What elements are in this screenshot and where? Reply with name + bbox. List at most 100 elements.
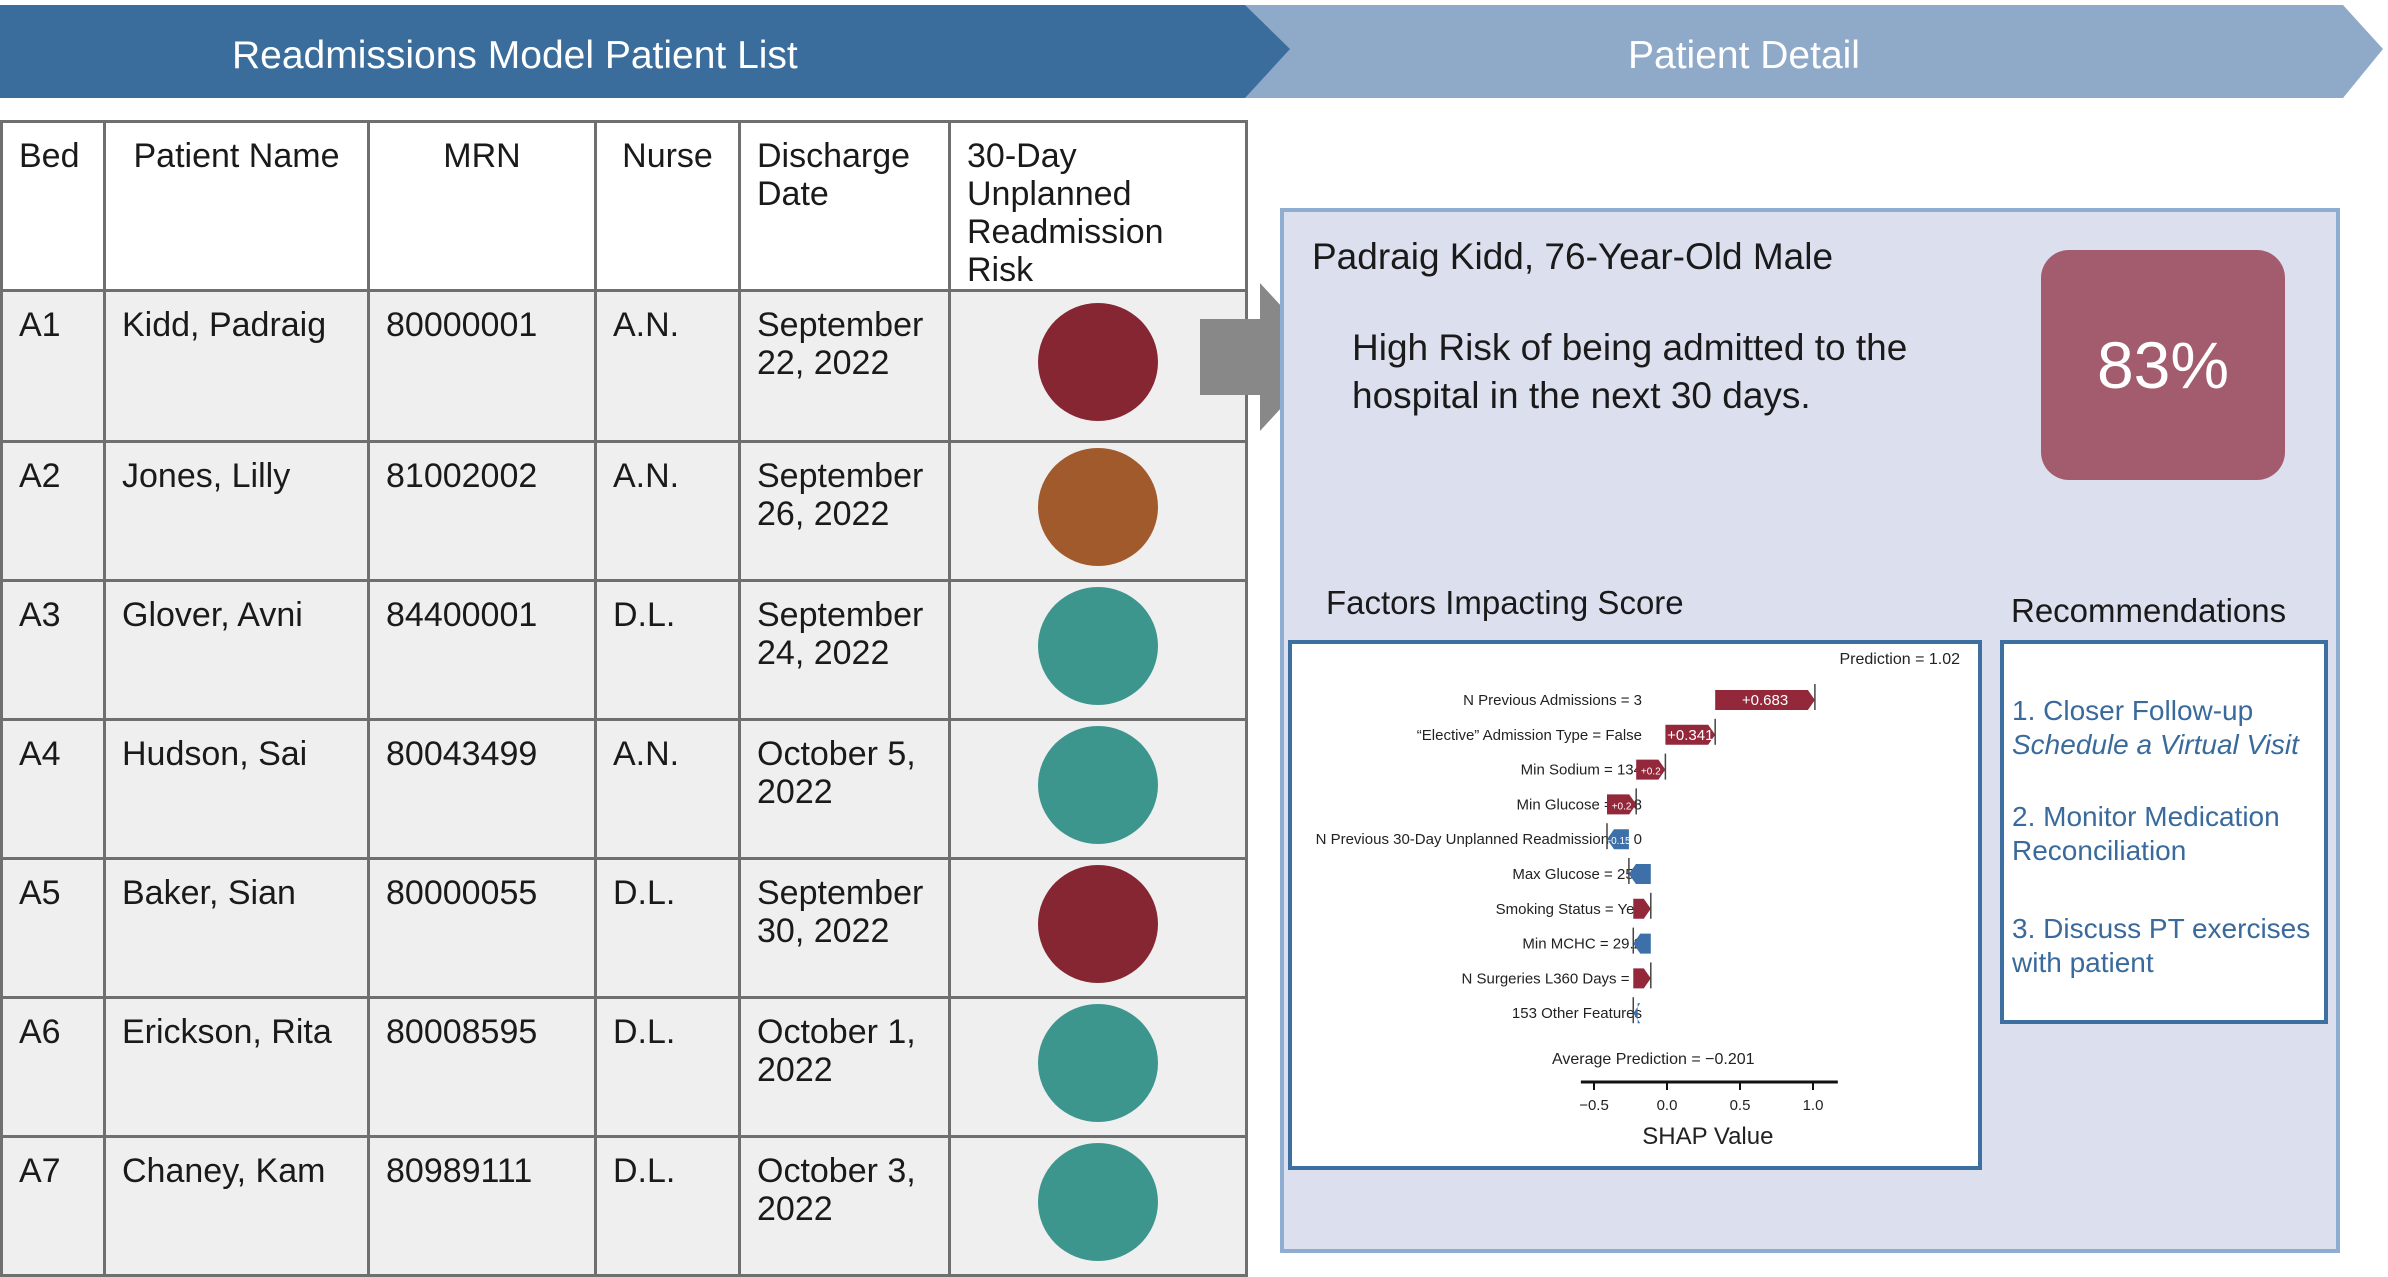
table-row[interactable]: A7 Chaney, Kam 80989111 D.L. October 3, … xyxy=(0,1135,1248,1277)
risk-description: High Risk of being admitted to the hospi… xyxy=(1352,327,1908,416)
feature-label: 153 Other Features xyxy=(1512,1005,1642,1022)
shap-bar-value: +0.2 xyxy=(1641,767,1661,778)
risk-cell xyxy=(948,857,1248,999)
patient-list-title: Readmissions Model Patient List xyxy=(232,34,798,77)
patient-name-cell: Hudson, Sai xyxy=(103,718,370,860)
x-tick-label: 0.0 xyxy=(1657,1097,1678,1114)
prediction-label: Prediction = 1.02 xyxy=(1839,651,1960,668)
column-header-patient-name: Patient Name xyxy=(103,120,370,292)
nurse-cell: D.L. xyxy=(594,996,741,1138)
shap-bar xyxy=(1628,864,1651,884)
risk-cell xyxy=(948,996,1248,1138)
table-header-row: Bed Patient Name MRN Nurse Discharge Dat… xyxy=(0,120,1248,292)
patient-heading: Padraig Kidd, 76-Year-Old Male xyxy=(1312,236,1834,277)
feature-label: “Elective” Admission Type = False xyxy=(1417,727,1642,744)
table-row[interactable]: A6 Erickson, Rita 80008595 D.L. October … xyxy=(0,996,1248,1138)
column-header-mrn: MRN xyxy=(367,120,597,292)
discharge-date-cell: September 30, 2022 xyxy=(738,857,951,999)
shap-bar-value: +0.2 xyxy=(1612,801,1632,812)
shap-waterfall-chart: Prediction = 1.02 N Previous Admissions =… xyxy=(1288,640,1982,1170)
feature-label: Smoking Status = Yes xyxy=(1496,901,1642,918)
average-prediction-label: Average Prediction = −0.201 xyxy=(1552,1051,1755,1068)
patient-detail-title: Patient Detail xyxy=(1628,34,1860,77)
risk-indicator-dot[interactable] xyxy=(1038,726,1158,844)
bed-cell: A5 xyxy=(0,857,106,999)
feature-label: Min MCHC = 29.2 xyxy=(1522,936,1642,953)
risk-indicator-dot[interactable] xyxy=(1038,865,1158,983)
shap-bar xyxy=(1633,1003,1641,1024)
risk-cell xyxy=(948,1135,1248,1277)
patient-name-cell: Erickson, Rita xyxy=(103,996,370,1138)
bed-cell: A4 xyxy=(0,718,106,860)
patient-name-cell: Chaney, Kam xyxy=(103,1135,370,1277)
shap-bar xyxy=(1665,724,1716,745)
discharge-date-cell: September 26, 2022 xyxy=(738,440,951,582)
patient-detail-panel: Padraig Kidd, 76-Year-Old Male High Risk… xyxy=(1280,208,2340,1253)
x-tick-label: 0.5 xyxy=(1730,1097,1751,1114)
nurse-cell: A.N. xyxy=(594,289,741,443)
patient-table: Bed Patient Name MRN Nurse Discharge Dat… xyxy=(0,120,1248,1277)
mrn-cell: 81002002 xyxy=(367,440,597,582)
nurse-cell: A.N. xyxy=(594,718,741,860)
shap-bar xyxy=(1633,933,1651,954)
discharge-date-cell: October 5, 2022 xyxy=(738,718,951,860)
mrn-cell: 80000001 xyxy=(367,289,597,443)
table-row[interactable]: A5 Baker, Sian 80000055 D.L. September 3… xyxy=(0,857,1248,999)
mrn-cell: 80000055 xyxy=(367,857,597,999)
feature-label: N Surgeries L360 Days = 2 xyxy=(1461,970,1642,987)
bed-cell: A3 xyxy=(0,579,106,721)
factors-title: Factors Impacting Score xyxy=(1326,584,1684,621)
table-row[interactable]: A1 Kidd, Padraig 80000001 A.N. September… xyxy=(0,289,1248,443)
risk-indicator-dot[interactable] xyxy=(1038,587,1158,705)
risk-cell xyxy=(948,718,1248,860)
bed-cell: A7 xyxy=(0,1135,106,1277)
risk-indicator-dot[interactable] xyxy=(1038,303,1158,421)
risk-cell xyxy=(948,579,1248,721)
feature-label: N Previous 30-Day Unplanned Readmissions… xyxy=(1316,831,1642,848)
discharge-date-cell: October 1, 2022 xyxy=(738,996,951,1138)
mrn-cell: 84400001 xyxy=(367,579,597,721)
recommendation-subtext: Schedule a Virtual Visit xyxy=(2012,729,2299,760)
discharge-date-cell: September 24, 2022 xyxy=(738,579,951,721)
table-row[interactable]: A2 Jones, Lilly 81002002 A.N. September … xyxy=(0,440,1248,582)
recommendation-item[interactable]: 1. Closer Follow-up Schedule a Virtual V… xyxy=(2012,694,2330,762)
mrn-cell: 80043499 xyxy=(367,718,597,860)
patient-name-cell: Baker, Sian xyxy=(103,857,370,999)
header-chevrons xyxy=(0,5,2383,98)
risk-indicator-dot[interactable] xyxy=(1038,1143,1158,1261)
discharge-date-cell: October 3, 2022 xyxy=(738,1135,951,1277)
bed-cell: A6 xyxy=(0,996,106,1138)
feature-label: Max Glucose = 255 xyxy=(1512,866,1642,883)
discharge-date-cell: September 22, 2022 xyxy=(738,289,951,443)
feature-label: Min Sodium = 134 xyxy=(1521,762,1642,779)
shap-bar-value: −0.15 xyxy=(1605,836,1631,847)
nurse-cell: A.N. xyxy=(594,440,741,582)
patient-name-cell: Jones, Lilly xyxy=(103,440,370,582)
shap-bar-value: +0.341 xyxy=(1667,727,1713,744)
recommendation-item[interactable]: 3. Discuss PT exercises with patient xyxy=(2012,913,2311,978)
shap-chart-svg: Prediction = 1.02 N Previous Admissions =… xyxy=(1316,651,1961,1150)
recommendation-item[interactable]: 2. Monitor Medication Reconciliation xyxy=(2012,801,2280,866)
patient-name-cell: Glover, Avni xyxy=(103,579,370,721)
shap-bar-value: +0.683 xyxy=(1742,692,1788,709)
column-header-discharge-date: Discharge Date xyxy=(738,120,951,292)
risk-percent-badge: 83% xyxy=(2041,250,2285,480)
shap-bar xyxy=(1633,968,1651,989)
header-bar: Readmissions Model Patient List Patient … xyxy=(0,0,2388,100)
nurse-cell: D.L. xyxy=(594,857,741,999)
shap-bar xyxy=(1606,794,1637,815)
mrn-cell: 80008595 xyxy=(367,996,597,1138)
risk-indicator-dot[interactable] xyxy=(1038,448,1158,566)
column-header-bed: Bed xyxy=(0,120,106,292)
bed-cell: A1 xyxy=(0,289,106,443)
header-left-chevron xyxy=(0,5,1290,98)
x-tick-label: 1.0 xyxy=(1803,1097,1824,1114)
shap-bar xyxy=(1636,759,1666,780)
nurse-cell: D.L. xyxy=(594,579,741,721)
column-header-risk: 30-Day Unplanned Readmission Risk xyxy=(948,120,1248,292)
feature-label: N Previous Admissions = 3 xyxy=(1463,692,1642,709)
risk-indicator-dot[interactable] xyxy=(1038,1004,1158,1122)
table-row[interactable]: A4 Hudson, Sai 80043499 A.N. October 5, … xyxy=(0,718,1248,860)
table-row[interactable]: A3 Glover, Avni 84400001 D.L. September … xyxy=(0,579,1248,721)
x-tick-label: −0.5 xyxy=(1579,1097,1609,1114)
